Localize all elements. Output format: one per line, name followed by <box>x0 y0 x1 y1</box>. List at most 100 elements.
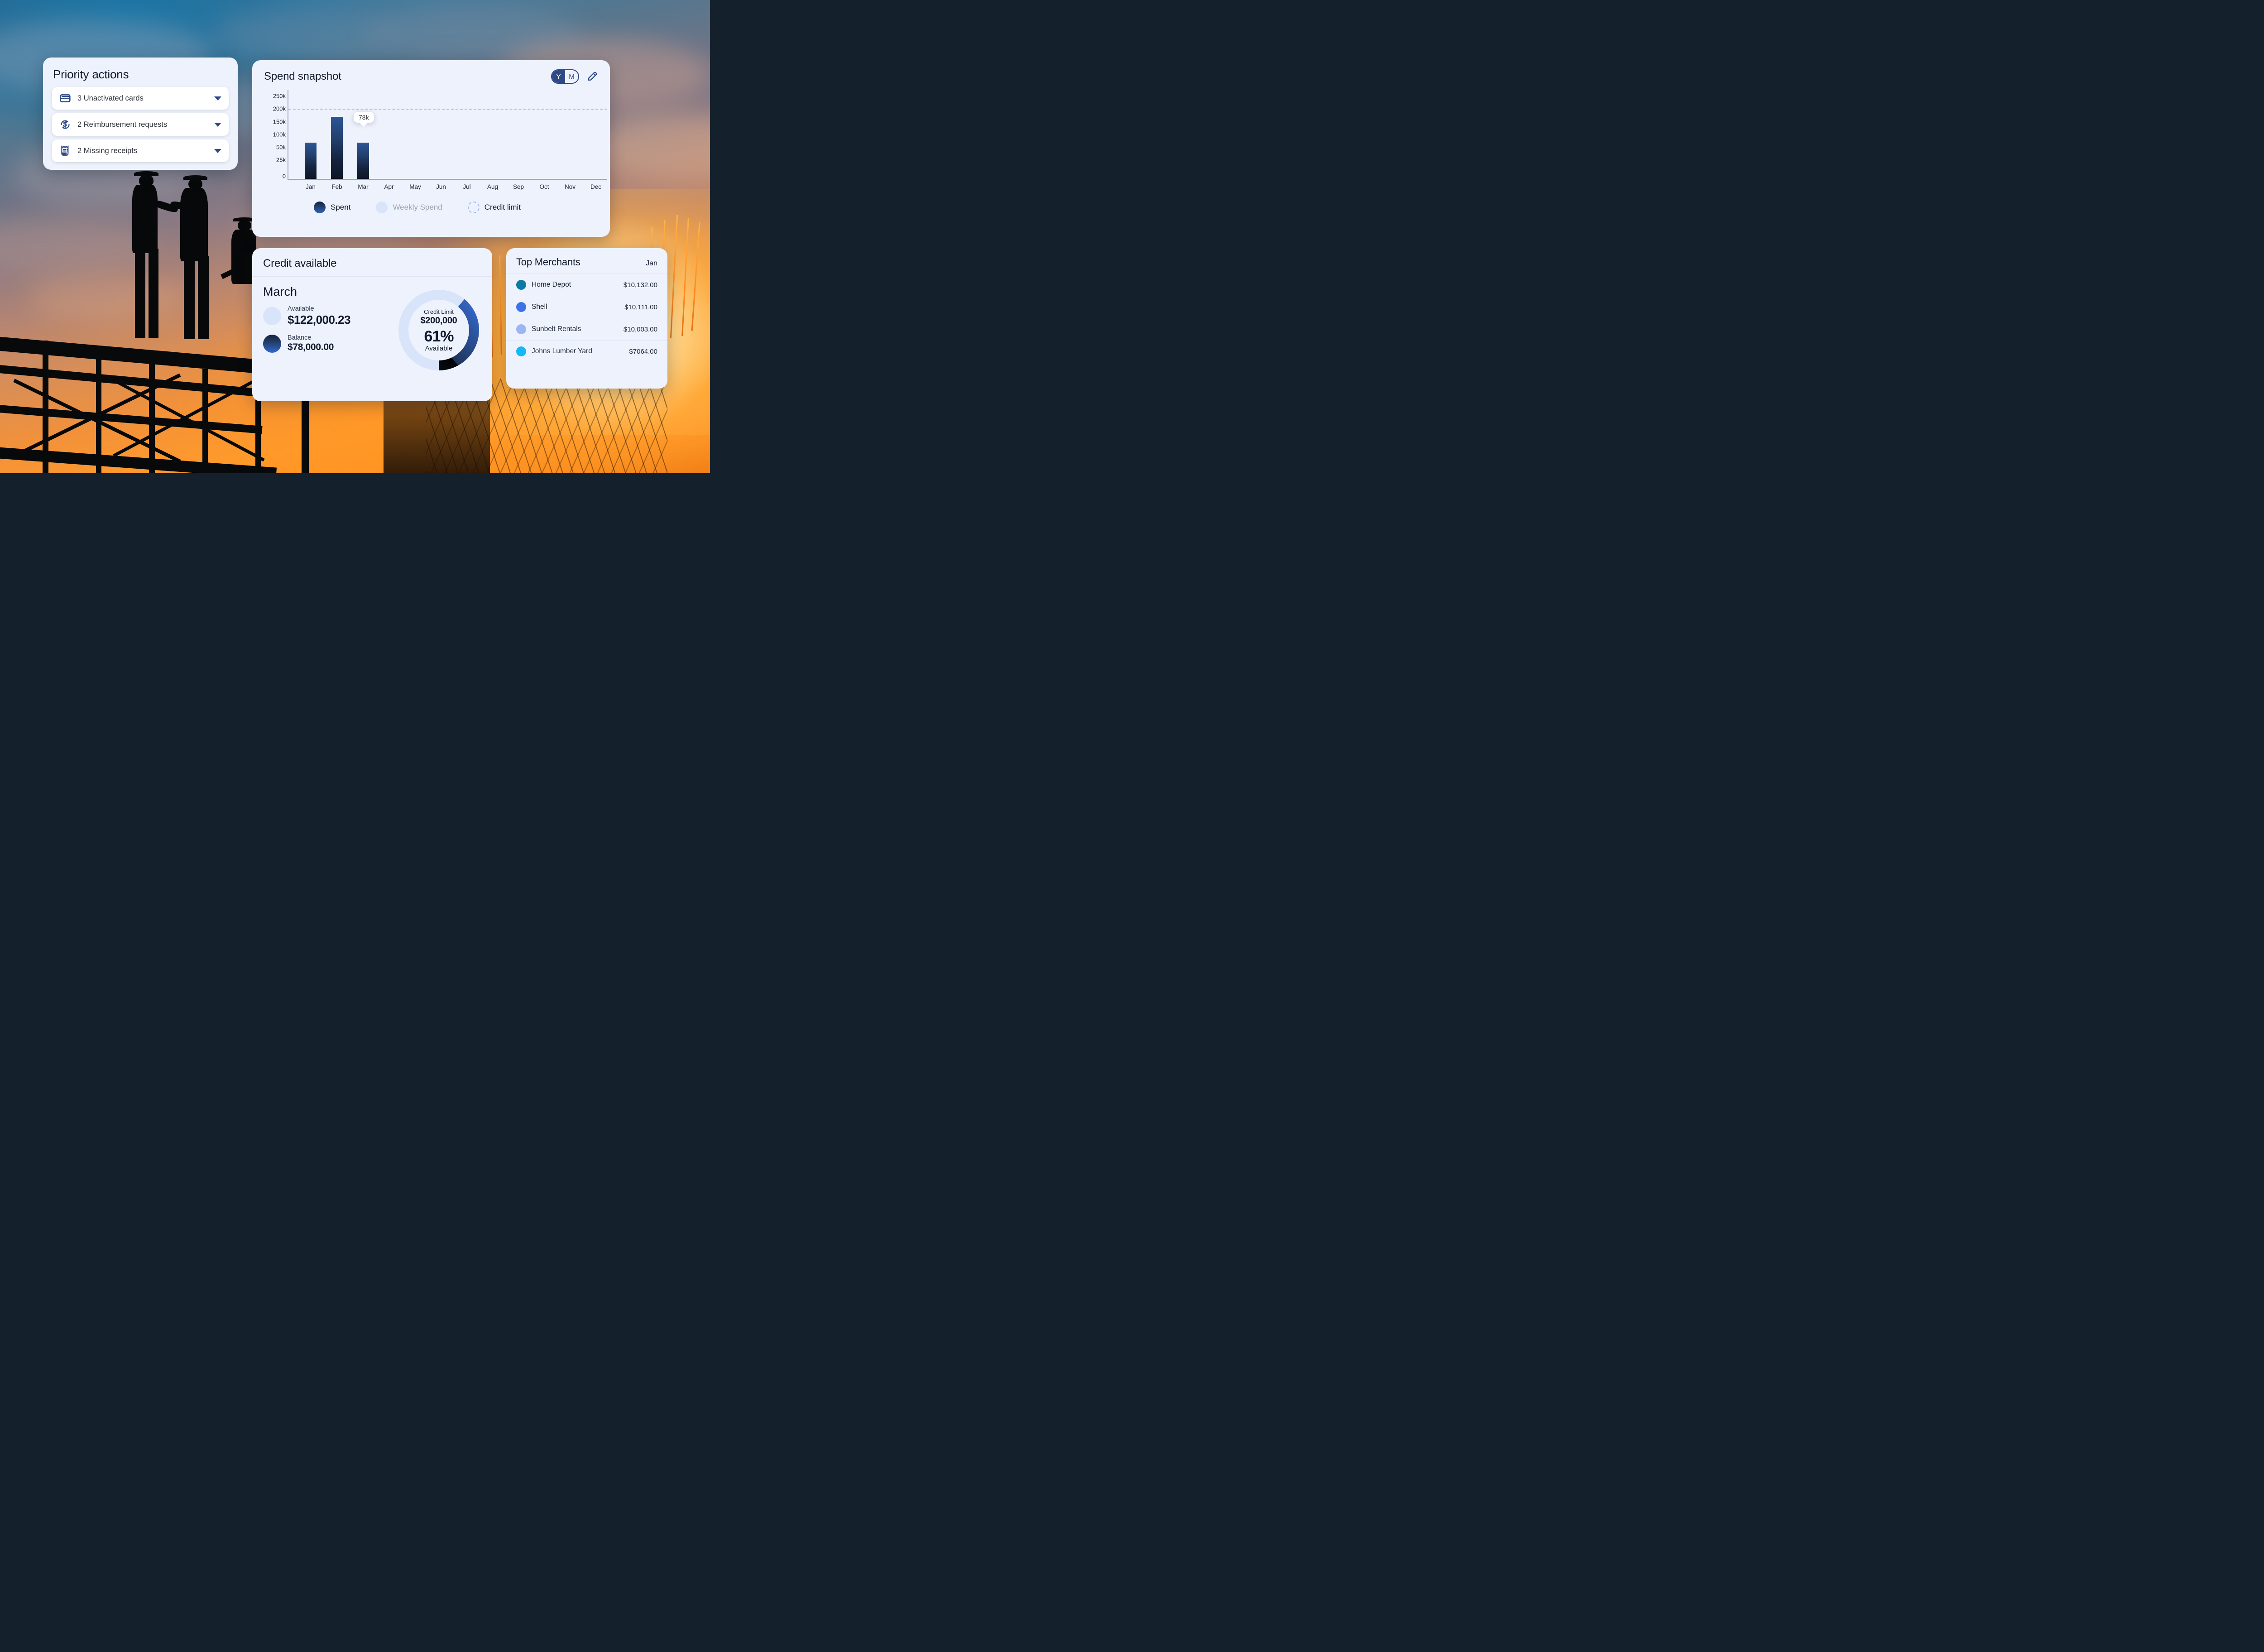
merchant-row[interactable]: Shell $10,111.00 <box>506 296 667 318</box>
merchant-color-dot <box>516 346 526 356</box>
merchant-name: Home Depot <box>532 281 571 288</box>
receipt-icon <box>59 145 71 157</box>
chart-legend: Spent Weekly Spend Credit limit <box>264 202 598 213</box>
worker-silhouette-body <box>180 187 208 261</box>
scaffold-post <box>255 379 261 473</box>
cloud <box>213 9 398 62</box>
legend-item-credit-limit[interactable]: Credit limit <box>467 202 521 213</box>
priority-action-label: 3 Unactivated cards <box>77 94 144 102</box>
credit-available-row: Available $122,000.23 <box>263 305 396 327</box>
chevron-down-icon[interactable] <box>214 122 221 127</box>
available-percent: 61% <box>424 327 454 345</box>
merchant-name: Shell <box>532 303 547 311</box>
chevron-down-icon[interactable] <box>214 96 221 101</box>
worker-silhouette-head <box>139 174 153 187</box>
spend-bar-chart: 250k 200k 150k 100k 50k 25k 0 78k Jan Fe… <box>264 90 607 199</box>
priority-action-row-reimbursement-requests[interactable]: 2 Reimbursement requests <box>52 113 229 136</box>
credit-available-title: Credit available <box>263 257 337 269</box>
available-value: $122,000.23 <box>288 313 351 327</box>
scaffold-post <box>149 360 155 473</box>
legend-item-spent[interactable]: Spent <box>314 202 350 213</box>
x-tick: Apr <box>384 183 394 190</box>
bar-group: 78k <box>288 90 608 179</box>
priority-action-label: 2 Reimbursement requests <box>77 120 168 129</box>
legend-dot-credit-limit <box>467 202 480 213</box>
bar-feb[interactable] <box>331 117 343 179</box>
spend-snapshot-title: Spend snapshot <box>264 70 341 82</box>
y-tick: 150k <box>273 118 286 125</box>
top-merchants-title: Top Merchants <box>516 256 580 268</box>
bar-mar[interactable] <box>357 143 369 179</box>
credit-limit-label: Credit Limit <box>424 308 454 315</box>
available-legend-dot <box>263 307 281 325</box>
top-merchants-header: Top Merchants Jan <box>506 248 667 274</box>
merchant-row[interactable]: Sunbelt Rentals $10,003.00 <box>506 318 667 340</box>
priority-action-row-missing-receipts[interactable]: 2 Missing receipts <box>52 139 229 162</box>
merchant-name: Sunbelt Rentals <box>532 325 581 333</box>
priority-actions-title: Priority actions <box>53 67 129 81</box>
credit-available-summary: March Available $122,000.23 Balance $78,… <box>263 285 396 360</box>
worker-silhouette-body <box>132 184 158 254</box>
x-tick: Jan <box>306 183 316 190</box>
merchant-color-dot <box>516 280 526 290</box>
spend-snapshot-header: Spend snapshot Y M <box>264 69 598 84</box>
priority-actions-card: Priority actions 3 Unactivated cards 2 R… <box>43 58 238 170</box>
spend-snapshot-card: Spend snapshot Y M 250k 200k 150k 100k 5… <box>252 60 610 237</box>
merchant-row[interactable]: Johns Lumber Yard $7064.00 <box>506 340 667 362</box>
worker-silhouette-head <box>188 178 202 191</box>
legend-item-weekly-spend[interactable]: Weekly Spend <box>376 202 442 213</box>
scaffold-post <box>96 350 102 473</box>
y-tick: 100k <box>273 131 286 138</box>
hard-hat-icon <box>134 171 158 176</box>
credit-available-month: March <box>263 285 297 298</box>
merchant-row[interactable]: Home Depot $10,132.00 <box>506 274 667 296</box>
toggle-month-option[interactable]: M <box>565 70 578 83</box>
credit-limit-amount: $200,000 <box>420 315 457 326</box>
x-tick: Jun <box>436 183 446 190</box>
x-tick: Feb <box>331 183 342 190</box>
top-merchants-month[interactable]: Jan <box>646 259 657 267</box>
x-tick: Nov <box>564 183 576 190</box>
x-tick: Jul <box>463 183 471 190</box>
x-tick: May <box>409 183 421 190</box>
y-tick: 50k <box>276 144 286 151</box>
worker-silhouette-leg <box>198 256 209 340</box>
x-tick: Oct <box>539 183 549 190</box>
available-percent-sublabel: Available <box>425 344 453 352</box>
merchant-amount: $10,003.00 <box>623 325 657 333</box>
worker-silhouette-leg <box>184 256 195 340</box>
credit-available-body: March Available $122,000.23 Balance $78,… <box>252 277 492 373</box>
merchant-amount: $7064.00 <box>629 347 657 355</box>
bar-value-tooltip: 78k <box>354 112 374 123</box>
balance-legend-dot <box>263 334 281 353</box>
hard-hat-icon <box>233 217 257 222</box>
legend-dot-spent <box>314 202 326 213</box>
priority-action-label: 2 Missing receipts <box>77 146 138 155</box>
merchant-amount: $10,111.00 <box>624 303 657 311</box>
bar-jan[interactable] <box>305 143 317 179</box>
y-tick: 200k <box>273 105 286 112</box>
legend-label-weekly-spend: Weekly Spend <box>393 203 442 211</box>
balance-value: $78,000.00 <box>288 342 334 352</box>
available-label: Available <box>288 305 314 312</box>
x-axis-line <box>288 179 607 180</box>
donut-center-labels: Credit Limit $200,000 61% Available <box>396 288 481 373</box>
spend-snapshot-actions: Y M <box>551 69 598 84</box>
toggle-year-option[interactable]: Y <box>552 70 565 83</box>
x-tick: Mar <box>358 183 369 190</box>
worker-silhouette-head <box>238 219 252 231</box>
legend-label-spent: Spent <box>331 203 351 211</box>
x-tick: Sep <box>513 183 524 190</box>
year-month-toggle[interactable]: Y M <box>551 69 579 84</box>
credit-available-card: Credit available March Available $122,00… <box>252 248 492 401</box>
merchant-amount: $10,132.00 <box>623 281 657 289</box>
pencil-icon[interactable] <box>586 71 598 82</box>
reimbursement-icon <box>59 119 71 130</box>
cloud <box>28 274 185 322</box>
chevron-down-icon[interactable] <box>214 149 221 153</box>
x-tick: Aug <box>487 183 499 190</box>
divider <box>252 276 492 277</box>
worker-silhouette-leg <box>148 248 159 339</box>
y-tick: 25k <box>276 156 286 163</box>
priority-action-row-unactivated-cards[interactable]: 3 Unactivated cards <box>52 87 229 110</box>
